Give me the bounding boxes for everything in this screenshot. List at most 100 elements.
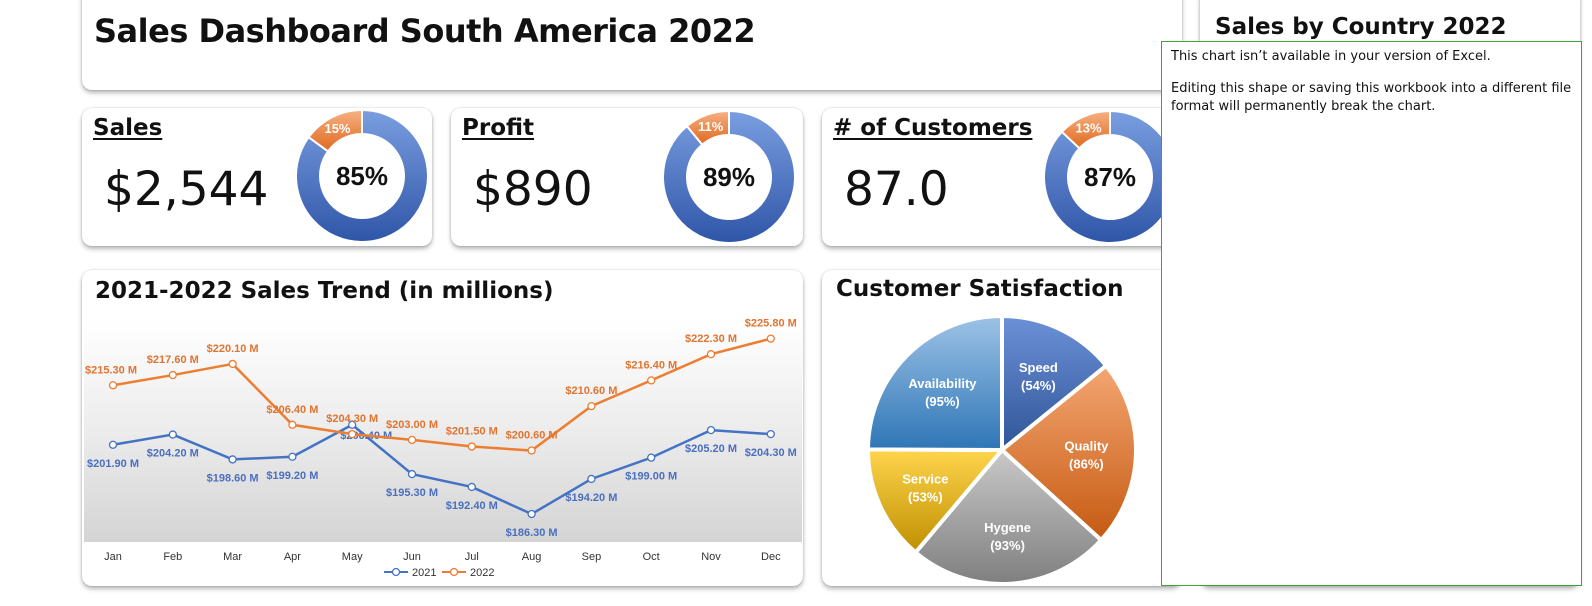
data-label: $203.00 M [386, 419, 438, 431]
data-label: $210.60 M [565, 385, 617, 397]
legend-label: 2021 [412, 567, 436, 579]
data-point [527, 446, 536, 455]
series-line-2022 [112, 337, 772, 452]
donut-center-label: 87% [1084, 162, 1136, 192]
pie-slice-quality [998, 362, 1138, 543]
kpi-donut: 85% 15% [295, 108, 429, 243]
data-label: $220.10 M [207, 343, 259, 355]
pie-slice-name: Speed [1019, 360, 1058, 375]
kpi-label: Profit [462, 115, 535, 141]
pie-slice-hygene [912, 447, 1104, 586]
pie-slice-name: Quality [1064, 438, 1109, 453]
data-point [288, 452, 297, 461]
donut-center-label: 89% [703, 162, 755, 192]
data-point [108, 440, 118, 449]
data-label: $216.40 M [625, 359, 677, 371]
pie-slice-availability [865, 313, 1004, 453]
data-point [228, 455, 237, 464]
pie-slice-value: (95%) [925, 394, 960, 409]
x-tick-label: Jan [104, 551, 122, 563]
kpi-label: Sales [93, 115, 163, 141]
kpi-card-sales: Sales $2,544 85% 15% [82, 108, 432, 246]
legend-label: 2022 [470, 567, 494, 579]
x-tick-label: Dec [761, 551, 781, 563]
trend-card: 2021-2022 Sales Trend (in millions) $201… [82, 270, 803, 586]
x-tick-label: Jul [465, 551, 479, 563]
donut-remaining-label: 15% [324, 121, 350, 136]
data-point [467, 442, 476, 451]
legend-marker [391, 567, 401, 577]
donut-remaining-label: 13% [1076, 120, 1102, 135]
notice-line-1: This chart isn’t available in your versi… [1171, 49, 1491, 64]
data-point [527, 509, 536, 519]
kpi-value: $890 [473, 162, 593, 217]
pie-slice-value: (53%) [908, 489, 943, 504]
satisfaction-pie: Speed (54%) Quality (86%) Hygene (93%) Service… [865, 313, 1138, 586]
data-label: $201.50 M [446, 426, 498, 438]
data-point [587, 401, 596, 411]
data-point [766, 334, 775, 343]
pie-slice-speed [1000, 313, 1109, 455]
x-tick-label: Mar [223, 551, 242, 563]
data-label: $199.00 M [625, 471, 677, 483]
satisfaction-card: Customer Satisfaction Speed (54%) Quality (… [822, 270, 1182, 586]
x-tick-label: Sep [582, 551, 602, 563]
pie-slice-service [866, 447, 1007, 556]
kpi-label: # of Customers [833, 115, 1033, 141]
data-label: $222.30 M [685, 333, 737, 345]
kpi-donut: 89% 11% [662, 109, 796, 244]
legend-marker [449, 567, 459, 577]
data-label: $200.60 M [506, 430, 558, 442]
satisfaction-title: Customer Satisfaction [836, 276, 1124, 302]
data-point [168, 370, 177, 380]
data-label: $199.20 M [266, 470, 318, 482]
donut-remaining-segment [1060, 109, 1111, 150]
donut-remaining-segment [307, 108, 363, 153]
x-tick-label: Oct [643, 551, 660, 563]
series-line-2021 [112, 423, 771, 516]
data-label: $192.40 M [446, 500, 498, 512]
donut-center-label: 85% [336, 161, 388, 191]
donut-remaining-segment [685, 109, 730, 147]
pie-slice-value: (86%) [1069, 456, 1104, 471]
donut-achieved-segment [662, 109, 796, 244]
trend-title: 2021-2022 Sales Trend (in millions) [95, 278, 554, 304]
x-tick-label: Feb [163, 551, 182, 563]
pie-slice-value: (93%) [990, 538, 1025, 553]
title-card: Sales Dashboard South America 2022 [82, 0, 1182, 90]
notice-line-2: Editing this shape or saving this workbo… [1171, 81, 1572, 114]
data-label: $204.30 M [326, 413, 378, 425]
data-label: $201.90 M [87, 458, 139, 470]
kpi-value: $2,544 [104, 162, 269, 217]
kpi-donut: 87% 13% [1043, 109, 1177, 244]
data-point [587, 474, 596, 484]
data-point [706, 350, 716, 359]
data-point [348, 429, 357, 439]
data-point [407, 435, 417, 445]
pie-slice-name: Service [902, 471, 948, 486]
data-label: $204.20 M [147, 448, 199, 460]
donut-achieved-segment [295, 108, 429, 243]
data-point [647, 453, 656, 462]
data-label: $186.30 M [506, 527, 558, 539]
data-point [647, 376, 656, 385]
data-point [348, 420, 357, 429]
data-point [168, 430, 177, 439]
data-label: $206.40 M [266, 404, 318, 416]
donut-remaining-label: 11% [698, 119, 724, 134]
data-label: $204.30 M [745, 447, 797, 459]
unavailable-chart-notice[interactable]: This chart isn’t available in your versi… [1161, 41, 1582, 586]
pie-slice-name: Hygene [984, 520, 1031, 535]
x-tick-label: Jun [403, 551, 421, 563]
kpi-value: 87.0 [844, 162, 949, 217]
data-point [288, 420, 297, 429]
data-point [766, 429, 775, 439]
pie-slice-value: (54%) [1021, 378, 1056, 393]
pie-slice-name: Availability [908, 376, 977, 391]
country-title: Sales by Country 2022 [1215, 14, 1507, 40]
kpi-card-customers: # of Customers 87.0 87% 13% [822, 108, 1182, 246]
kpi-card-profit: Profit $890 89% 11% [451, 108, 803, 246]
trend-chart: $201.90 M $204.20 M $198.60 M $199.20 M $206… [84, 318, 802, 579]
data-label: $195.30 M [386, 487, 438, 499]
data-point [228, 359, 237, 369]
